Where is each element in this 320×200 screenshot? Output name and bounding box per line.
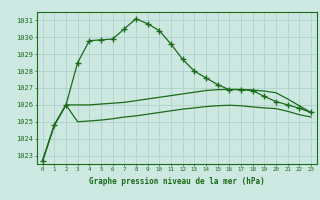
X-axis label: Graphe pression niveau de la mer (hPa): Graphe pression niveau de la mer (hPa): [89, 177, 265, 186]
